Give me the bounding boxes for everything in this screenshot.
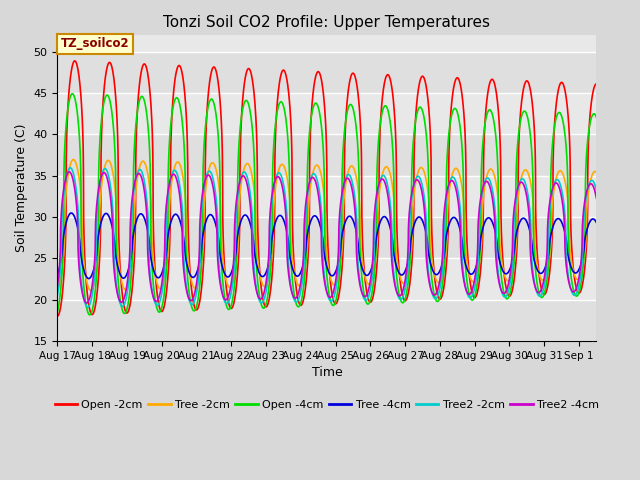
Tree -2cm	[147, 205, 155, 211]
Bar	[58, 300, 596, 341]
Tree -2cm	[593, 169, 600, 175]
Open -2cm	[524, 79, 532, 84]
Tree2 -4cm	[582, 191, 590, 196]
Line: Open -2cm: Open -2cm	[58, 61, 596, 316]
Tree2 -4cm	[54, 283, 61, 289]
Tree -4cm	[67, 210, 75, 216]
Tree2 -4cm	[593, 195, 600, 201]
Tree2 -4cm	[284, 264, 292, 269]
Tree2 -4cm	[83, 300, 90, 306]
Open -4cm	[86, 312, 93, 318]
Tree -4cm	[115, 269, 123, 275]
Line: Tree -4cm: Tree -4cm	[58, 213, 596, 278]
Tree -2cm	[524, 170, 532, 176]
Tree2 -4cm	[260, 288, 268, 294]
Line: Tree -2cm: Tree -2cm	[58, 159, 596, 290]
Tree -2cm	[87, 288, 95, 293]
Open -4cm	[260, 305, 268, 311]
Tree -2cm	[115, 264, 123, 270]
Open -4cm	[54, 309, 61, 314]
Open -4cm	[115, 289, 123, 295]
Open -4cm	[582, 158, 590, 164]
Tree -4cm	[147, 257, 155, 263]
Open -2cm	[593, 81, 600, 87]
Bar	[58, 217, 596, 258]
Tree2 -4cm	[147, 286, 155, 291]
Tree2 -2cm	[524, 193, 532, 199]
Tree2 -2cm	[593, 188, 600, 193]
Tree -4cm	[582, 230, 590, 236]
Open -4cm	[68, 91, 76, 96]
Tree -4cm	[54, 272, 61, 277]
Tree2 -4cm	[524, 203, 532, 209]
Tree -2cm	[582, 231, 590, 237]
Open -2cm	[147, 104, 155, 109]
Open -4cm	[524, 117, 532, 123]
Open -2cm	[284, 82, 291, 87]
Open -2cm	[115, 243, 123, 249]
Tree2 -2cm	[115, 298, 123, 303]
Bar	[58, 52, 596, 93]
Tree -2cm	[70, 156, 77, 162]
Tree -4cm	[524, 222, 532, 228]
Y-axis label: Soil Temperature (C): Soil Temperature (C)	[15, 124, 28, 252]
Legend: Open -2cm, Tree -2cm, Open -4cm, Tree -4cm, Tree2 -2cm, Tree2 -4cm: Open -2cm, Tree -2cm, Open -4cm, Tree -4…	[51, 396, 604, 415]
Bar	[58, 134, 596, 176]
Tree2 -2cm	[260, 295, 268, 301]
Open -2cm	[260, 301, 268, 307]
Line: Tree2 -2cm: Tree2 -2cm	[58, 168, 596, 307]
Open -4cm	[147, 247, 155, 252]
Tree2 -4cm	[65, 169, 73, 175]
Tree -4cm	[85, 276, 93, 281]
Line: Tree2 -4cm: Tree2 -4cm	[58, 172, 596, 303]
X-axis label: Time: Time	[312, 366, 342, 379]
Tree2 -2cm	[582, 194, 590, 200]
Open -2cm	[54, 313, 61, 319]
Tree -4cm	[284, 234, 292, 240]
Tree -4cm	[593, 220, 600, 226]
Text: TZ_soilco2: TZ_soilco2	[61, 37, 129, 50]
Tree -2cm	[284, 179, 292, 185]
Line: Open -4cm: Open -4cm	[58, 94, 596, 315]
Tree -4cm	[260, 273, 268, 278]
Tree2 -2cm	[54, 293, 61, 299]
Open -2cm	[71, 58, 79, 64]
Title: Tonzi Soil CO2 Profile: Upper Temperatures: Tonzi Soil CO2 Profile: Upper Temperatur…	[163, 15, 490, 30]
Tree -2cm	[54, 288, 61, 293]
Tree2 -2cm	[67, 165, 74, 171]
Open -4cm	[284, 135, 292, 141]
Open -4cm	[593, 115, 600, 120]
Tree2 -4cm	[115, 297, 123, 303]
Open -2cm	[582, 251, 590, 256]
Tree2 -2cm	[84, 304, 92, 310]
Tree2 -2cm	[284, 247, 292, 253]
Tree -2cm	[260, 284, 268, 289]
Tree2 -2cm	[147, 281, 155, 287]
